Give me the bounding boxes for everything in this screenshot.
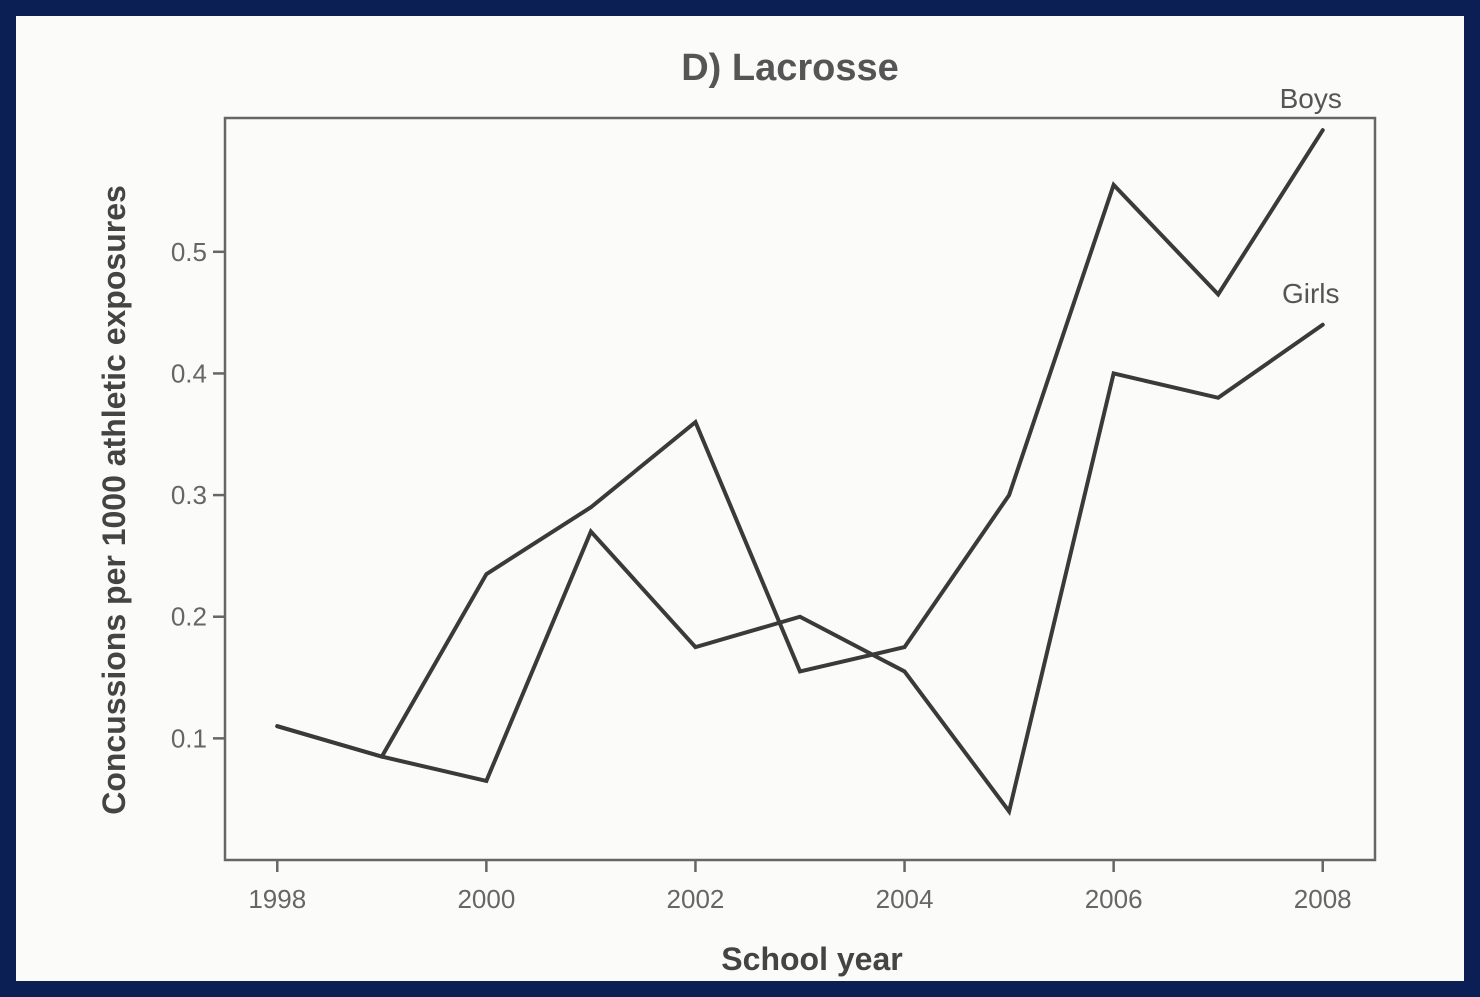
chart-panel: [16, 16, 1464, 981]
series-line-girls: [275, 322, 1325, 816]
y-tick-label: 0.3: [171, 480, 207, 510]
y-tick-label: 0.1: [171, 723, 207, 753]
x-axis: 1998 2000 2002 2004 2006 2008: [248, 860, 1352, 914]
x-axis-label: School year: [721, 941, 902, 977]
x-tick-label: 2002: [667, 884, 725, 914]
x-tick-label: 2000: [457, 884, 515, 914]
plot-area-border: [223, 116, 1377, 862]
x-tick-label: 1998: [248, 884, 306, 914]
chart-title: D) Lacrosse: [681, 47, 899, 89]
y-tick-label: 0.2: [171, 602, 207, 632]
y-axis-label: Concussions per 1000 athletic exposures: [96, 185, 132, 815]
x-tick-label: 2008: [1294, 884, 1352, 914]
x-tick-label: 2006: [1085, 884, 1143, 914]
x-tick-label: 2004: [876, 884, 934, 914]
series-layer: Boys Girls: [275, 83, 1342, 816]
series-line-boys: [275, 128, 1325, 759]
y-tick-label: 0.4: [171, 358, 207, 388]
y-tick-label: 0.5: [171, 237, 207, 267]
series-label-girls: Girls: [1282, 278, 1340, 309]
y-axis: 0.1 0.2 0.3 0.4 0.5: [171, 237, 225, 753]
series-label-boys: Boys: [1280, 83, 1342, 114]
